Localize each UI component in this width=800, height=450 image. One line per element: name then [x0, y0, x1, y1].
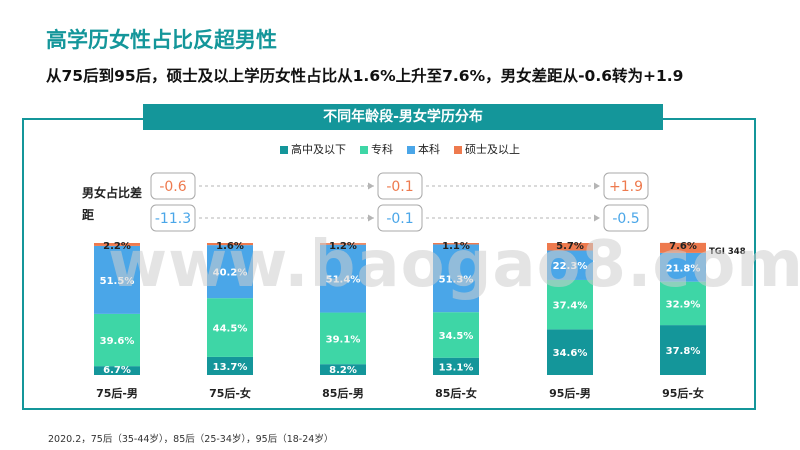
bar-segment	[660, 281, 706, 326]
x-tick-label: 85后-男	[322, 386, 364, 400]
chart-legend: 高中及以下 专科 本科 硕士及以上	[0, 141, 800, 157]
page-subtitle: 从75后到95后，硕士及以上学历女性占比从1.6%上升至7.6%，男女差距从-0…	[46, 67, 684, 85]
gap-box	[603, 204, 649, 232]
bar-segment	[433, 244, 479, 313]
gap-value: -0.1	[386, 179, 413, 195]
footnote: 2020.2，75后（35-44岁），85后（25-34岁），95后（18-24…	[48, 434, 334, 445]
bar-value-label: 32.9%	[666, 299, 701, 310]
bar-value-label: 51.4%	[326, 275, 361, 286]
legend-label: 专科	[371, 143, 393, 156]
gap-box	[150, 204, 196, 232]
gap-value: +1.9	[609, 179, 643, 195]
bar-segment	[433, 243, 479, 245]
gap-row-label: 男女占比差距	[82, 186, 143, 222]
x-tick-label: 75后-女	[209, 386, 251, 400]
bar-value-label: 1.2%	[329, 241, 357, 252]
bar-value-label: 1.1%	[442, 241, 470, 252]
bar-value-label: 37.4%	[553, 301, 588, 312]
bar-segment	[207, 298, 253, 357]
bar-segment	[660, 252, 706, 282]
bar-segment	[433, 357, 479, 375]
x-tick-label: 75后-男	[96, 386, 138, 400]
bar-segment	[207, 245, 253, 299]
bar-segment	[547, 250, 593, 280]
gap-box	[603, 172, 649, 200]
gap-box	[377, 204, 423, 232]
page-title: 高学历女性占比反超男性	[46, 28, 277, 52]
bar-value-label: 51.5%	[100, 276, 135, 287]
bar-value-label: 39.6%	[100, 336, 135, 347]
bar-segment	[320, 312, 366, 365]
gap-value: -0.5	[612, 211, 639, 227]
bar-segment	[207, 243, 253, 246]
bar-value-label: 13.7%	[213, 362, 248, 373]
gap-value: -0.6	[159, 179, 186, 195]
bar-value-label: 37.8%	[666, 346, 701, 357]
bar-value-label: 34.6%	[553, 348, 588, 359]
gap-value: -0.1	[386, 211, 413, 227]
chart-title: 不同年龄段-男女学历分布	[143, 104, 663, 130]
bar-segment	[660, 325, 706, 375]
bar-segment	[547, 243, 593, 251]
bar-value-label: 1.6%	[216, 241, 244, 252]
legend-swatch	[360, 146, 368, 154]
bar-value-label: 13.1%	[439, 362, 474, 373]
bar-segment	[433, 312, 479, 358]
arrow-head-icon	[368, 214, 374, 222]
bar-segment	[207, 356, 253, 375]
legend-item: 高中及以下	[280, 141, 346, 157]
legend-item: 本科	[407, 141, 440, 157]
bar-segment	[547, 329, 593, 375]
bar-segment	[94, 245, 140, 314]
gap-box	[150, 172, 196, 200]
legend-item: 专科	[360, 141, 393, 157]
x-tick-label: 95后-女	[662, 386, 704, 400]
arrow-head-icon	[594, 182, 600, 190]
bar-value-label: 6.7%	[103, 365, 131, 376]
bar-value-label: 8.2%	[329, 365, 357, 376]
bar-value-label: 5.7%	[556, 241, 584, 252]
bar-value-label: 34.5%	[439, 331, 474, 342]
legend-item: 硕士及以上	[454, 141, 520, 157]
bar-segment	[320, 364, 366, 375]
arrow-head-icon	[594, 214, 600, 222]
bar-value-label: 2.2%	[103, 241, 131, 252]
bar-segment	[320, 243, 366, 245]
bar-value-label: 51.3%	[439, 274, 474, 285]
bar-segment	[94, 366, 140, 375]
legend-swatch	[280, 146, 288, 154]
x-tick-label: 85后-女	[435, 386, 477, 400]
legend-swatch	[407, 146, 415, 154]
bar-segment	[547, 279, 593, 330]
bar-value-label: 7.6%	[669, 241, 697, 252]
bar-value-label: 22.3%	[553, 261, 588, 272]
tgi-label: TGI 348	[709, 247, 746, 257]
legend-label: 本科	[418, 143, 440, 156]
bar-value-label: 39.1%	[326, 334, 361, 345]
legend-label: 高中及以下	[291, 143, 346, 156]
arrow-head-icon	[368, 182, 374, 190]
legend-swatch	[454, 146, 462, 154]
legend-label: 硕士及以上	[465, 143, 520, 156]
x-tick-label: 95后-男	[549, 386, 591, 400]
bar-value-label: 40.2%	[213, 268, 248, 279]
bar-value-label: 21.8%	[666, 263, 701, 274]
bar-segment	[320, 244, 366, 313]
bar-segment	[94, 243, 140, 246]
gap-value: -11.3	[155, 211, 191, 227]
bar-segment	[660, 242, 706, 253]
bar-segment	[94, 313, 140, 367]
bar-value-label: 44.5%	[213, 324, 248, 335]
gap-box	[377, 172, 423, 200]
